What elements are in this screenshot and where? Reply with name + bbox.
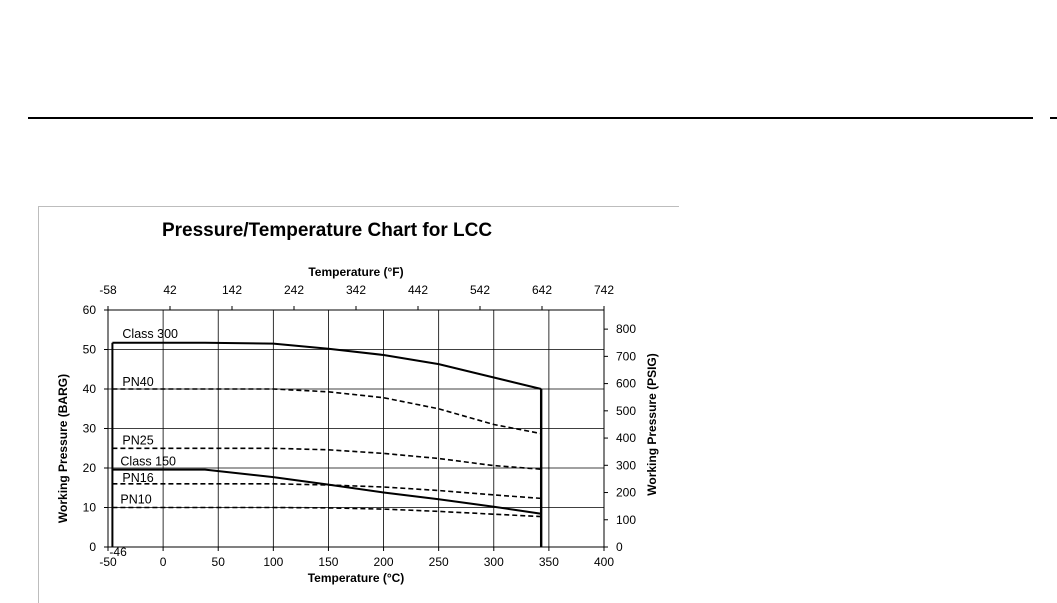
y2-tick-label-6: 600: [616, 377, 636, 391]
y-tick-label-5: 50: [83, 343, 97, 357]
x2-tick-label-8: 742: [594, 283, 614, 297]
series-label-pn10: PN10: [120, 493, 151, 507]
y2-tick-label-7: 700: [616, 349, 636, 363]
x2-axis-title: Temperature (°F): [308, 265, 403, 279]
chart-labels: -50 0 50 100 150 200 250 300 350 4000102030405060…: [56, 265, 659, 585]
series-label-pn16: PN16: [122, 471, 153, 485]
x2-tick-label-2: 142: [222, 283, 242, 297]
y-tick-label-0: 0: [89, 540, 96, 554]
x-axis-title: Temperature (°C): [308, 571, 405, 585]
x-tick-label-6: 250: [429, 555, 449, 569]
y2-tick-label-4: 400: [616, 431, 636, 445]
top-rule-stub: [1050, 117, 1057, 119]
series-line-pn16: [112, 482, 542, 500]
y2-tick-label-5: 500: [616, 404, 636, 418]
series-line-class-150: [112, 468, 542, 515]
series-line-pn10: [112, 506, 542, 518]
chart-frame: [38, 206, 679, 603]
x-tick-label-5: 200: [374, 555, 394, 569]
x-tick-label-2: 50: [212, 555, 226, 569]
y2-axis-title: Working Pressure (PSIG): [645, 353, 659, 495]
y-tick-label-4: 40: [83, 382, 97, 396]
y2-tick-label-0: 0: [616, 540, 623, 554]
chart-title: Pressure/Temperature Chart for LCC: [161, 220, 493, 241]
y2-tick-label-2: 200: [616, 486, 636, 500]
y2-tick-label-8: 800: [616, 322, 636, 336]
x-tick-label-0: -50: [99, 555, 117, 569]
y2-tick-label-1: 100: [616, 513, 636, 527]
series-label-class-150: Class 150: [120, 455, 176, 469]
x-tick-label-3: 100: [263, 555, 283, 569]
chart-axes: [104, 306, 608, 551]
x-tick-label-1: 0: [160, 555, 167, 569]
x2-tick-label-1: 42: [163, 283, 177, 297]
y-tick-label-2: 20: [83, 461, 97, 475]
y-tick-label-3: 30: [83, 422, 97, 436]
chart-series: [111, 341, 543, 547]
series-label-class-300: Class 300: [122, 327, 178, 341]
series-line-pn40: [112, 388, 542, 435]
x-tick-label-8: 350: [539, 555, 559, 569]
x-tick-label-4: 150: [318, 555, 338, 569]
x2-tick-label-3: 242: [284, 283, 304, 297]
corner-label: -46: [109, 545, 127, 559]
y-axis-title: Working Pressure (BARG): [56, 374, 70, 523]
series-label-pn40: PN40: [122, 375, 153, 389]
x2-tick-label-4: 342: [346, 283, 366, 297]
x2-tick-label-7: 642: [532, 283, 552, 297]
x2-tick-label-0: -58: [99, 283, 117, 297]
y-tick-label-6: 60: [83, 303, 97, 317]
x2-tick-label-6: 542: [470, 283, 490, 297]
series-line-pn25: [112, 447, 542, 470]
x-tick-label-9: 400: [594, 555, 614, 569]
y-tick-label-1: 10: [83, 501, 97, 515]
x2-tick-label-5: 442: [408, 283, 428, 297]
y2-tick-label-3: 300: [616, 458, 636, 472]
series-line-class-300: [112, 341, 542, 390]
top-rule: [28, 117, 1033, 119]
x-tick-label-7: 300: [484, 555, 504, 569]
series-label-pn25: PN25: [122, 433, 153, 447]
